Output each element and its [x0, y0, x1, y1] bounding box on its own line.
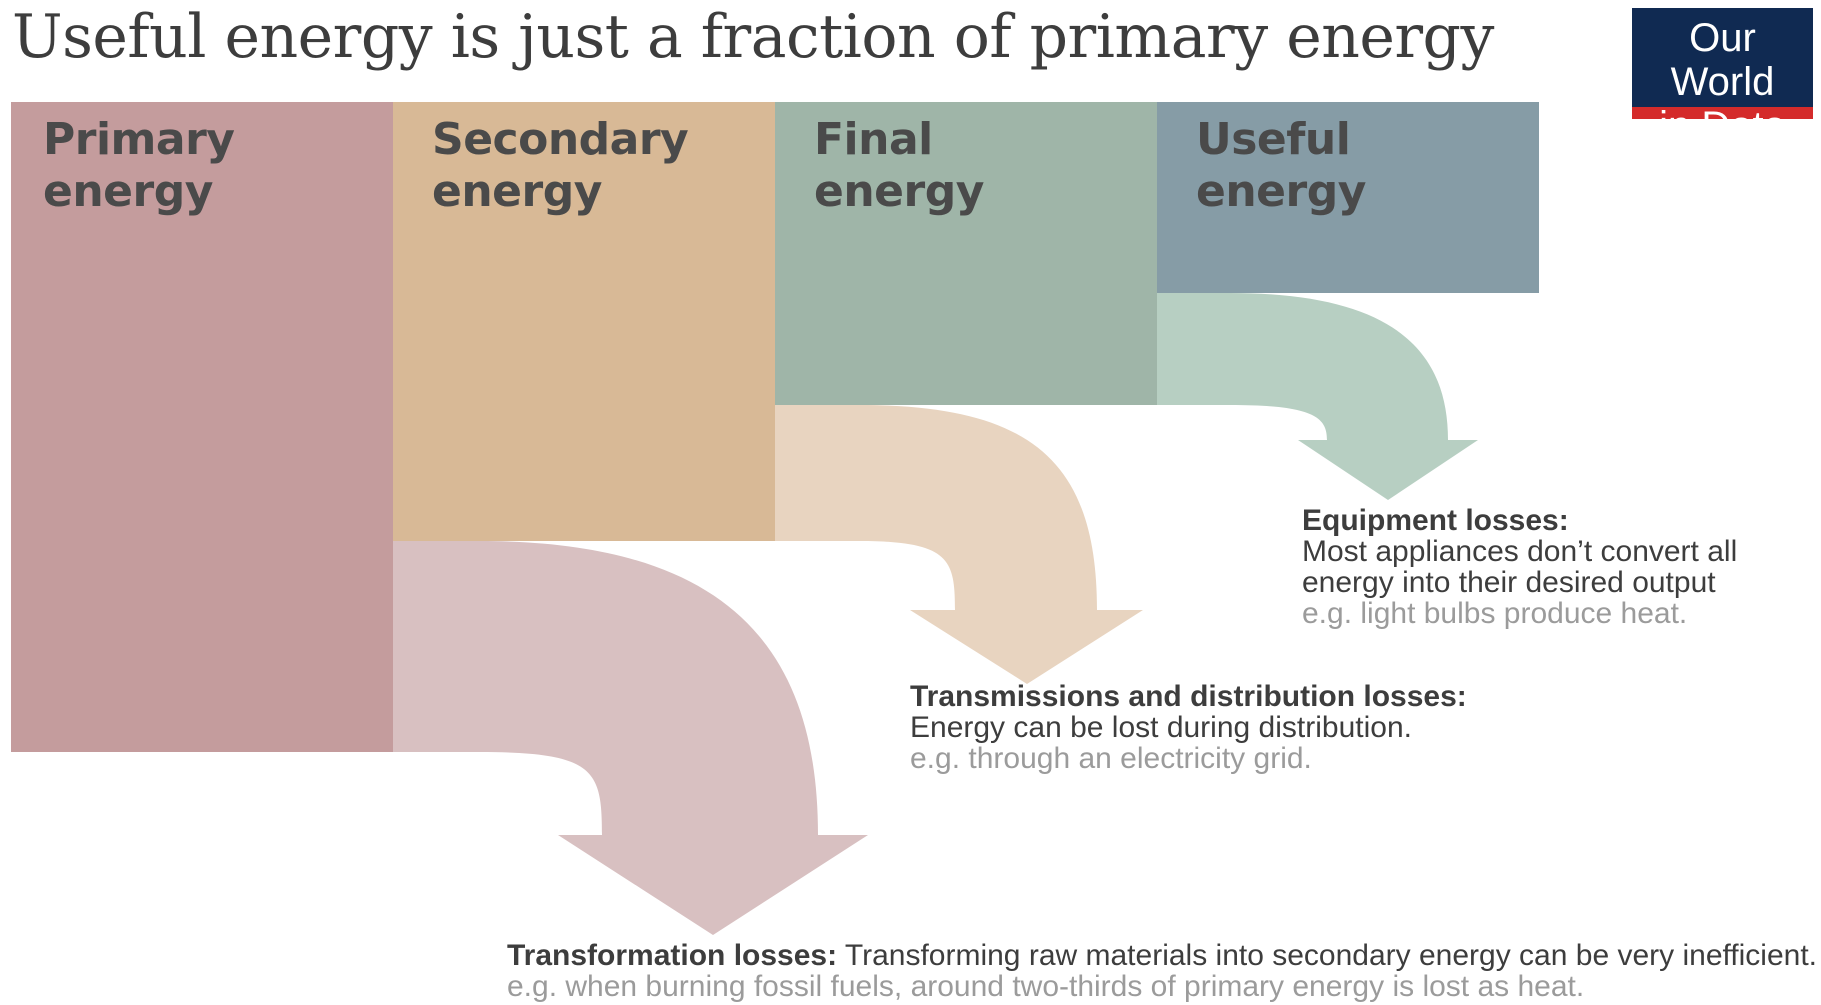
logo-line-2: in Data	[1659, 104, 1786, 148]
logo-line-1: Our World	[1670, 16, 1775, 104]
transformation-losses-description: Transforming raw materials into secondar…	[844, 939, 1818, 972]
final-energy-label: Final energy	[814, 114, 984, 217]
transformation-losses-text: Transformation losses: Transforming raw …	[507, 940, 1817, 1002]
primary-energy-block	[11, 102, 393, 752]
owid-logo: Our World in Data	[1632, 8, 1813, 148]
final-energy-block	[775, 102, 1157, 405]
transformation-losses-example: e.g. when burning fossil fuels, around t…	[507, 970, 1585, 1003]
transmission-losses-text: Transmissions and distribution losses: E…	[910, 681, 1467, 774]
transformation-losses-arrow	[393, 541, 868, 935]
transmission-losses-example: e.g. through an electricity grid.	[910, 742, 1312, 775]
transmission-losses-heading: Transmissions and distribution losses:	[910, 680, 1467, 713]
transmission-losses-arrow	[775, 405, 1143, 684]
primary-energy-label: Primary energy	[43, 114, 235, 217]
equipment-losses-text: Equipment losses: Most appliances don’t …	[1302, 505, 1737, 629]
equipment-losses-description-1: Most appliances don’t convert all	[1302, 535, 1738, 568]
useful-energy-label: Useful energy	[1196, 114, 1366, 217]
equipment-losses-arrow	[1157, 293, 1478, 500]
page-title: Useful energy is just a fraction of prim…	[12, 2, 1494, 72]
secondary-energy-label: Secondary energy	[432, 114, 689, 217]
equipment-losses-heading: Equipment losses:	[1302, 504, 1569, 537]
equipment-losses-example: e.g. light bulbs produce heat.	[1302, 597, 1688, 630]
equipment-losses-description-2: energy into their desired output	[1302, 566, 1716, 599]
transmission-losses-description: Energy can be lost during distribution.	[910, 711, 1412, 744]
useful-energy-block	[1157, 102, 1539, 293]
secondary-energy-block	[393, 102, 775, 541]
transformation-losses-heading: Transformation losses:	[507, 939, 838, 972]
